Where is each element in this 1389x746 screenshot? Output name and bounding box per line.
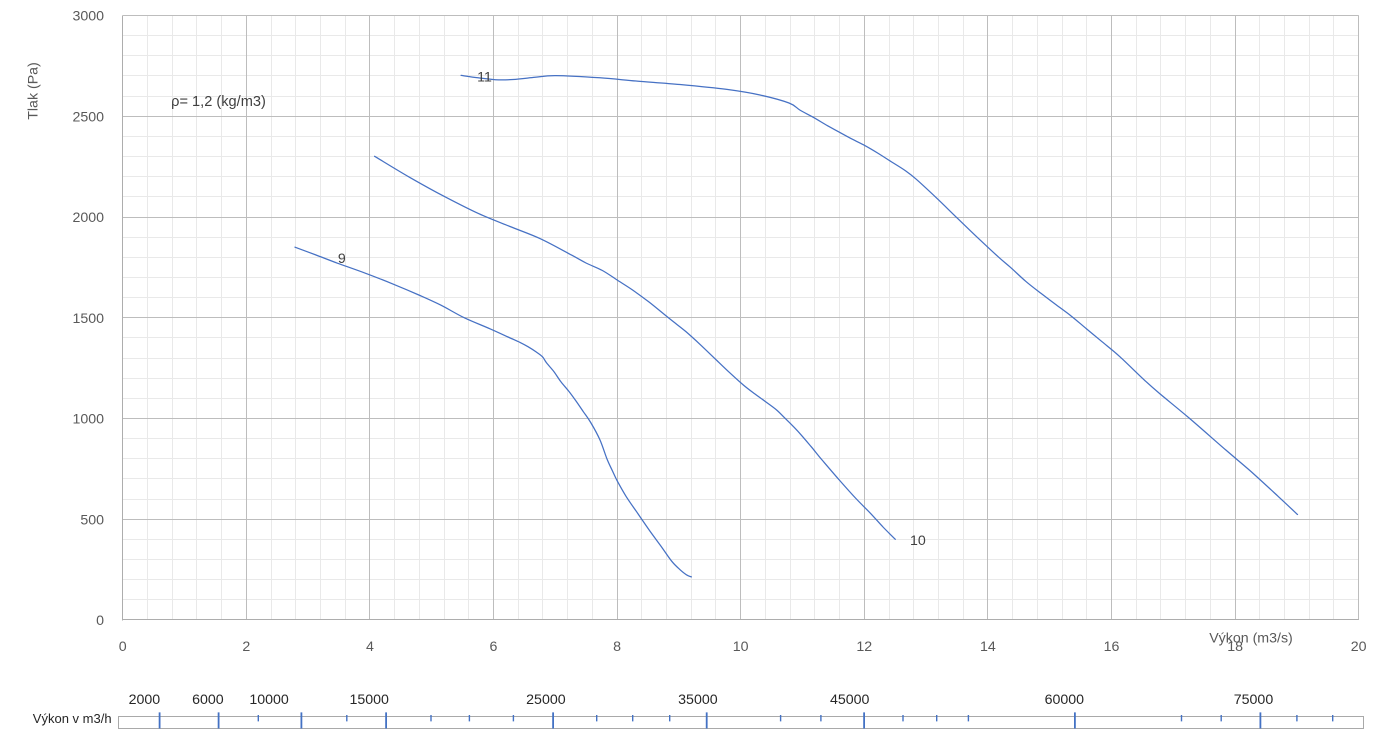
svg-text:20: 20 — [1351, 639, 1367, 655]
svg-text:3000: 3000 — [72, 9, 104, 25]
svg-text:8: 8 — [613, 639, 621, 655]
svg-text:0: 0 — [96, 613, 104, 629]
svg-text:18: 18 — [1227, 639, 1243, 655]
svg-text:15000: 15000 — [349, 692, 389, 708]
svg-text:1000: 1000 — [72, 412, 104, 428]
svg-text:35000: 35000 — [678, 692, 718, 708]
svg-text:10: 10 — [910, 533, 926, 549]
svg-text:500: 500 — [80, 512, 104, 528]
svg-text:2000: 2000 — [129, 692, 161, 708]
svg-text:9: 9 — [338, 251, 346, 267]
svg-text:11: 11 — [477, 69, 492, 85]
svg-text:75000: 75000 — [1234, 692, 1274, 708]
svg-text:12: 12 — [856, 639, 872, 655]
svg-text:6000: 6000 — [192, 692, 224, 708]
svg-text:10: 10 — [733, 639, 749, 655]
svg-text:Výkon v m3/h: Výkon v m3/h — [33, 711, 112, 726]
svg-text:6: 6 — [490, 639, 498, 655]
svg-text:2500: 2500 — [72, 109, 104, 125]
svg-text:2: 2 — [242, 639, 250, 655]
svg-text:1500: 1500 — [72, 311, 104, 327]
svg-text:4: 4 — [366, 639, 374, 655]
svg-text:Tlak (Pa): Tlak (Pa) — [26, 62, 42, 120]
svg-text:14: 14 — [980, 639, 996, 655]
svg-text:0: 0 — [119, 639, 127, 655]
svg-text:16: 16 — [1104, 639, 1120, 655]
svg-text:60000: 60000 — [1045, 692, 1085, 708]
svg-text:Výkon (m3/s): Výkon (m3/s) — [1209, 631, 1293, 647]
svg-text:ρ= 1,2 (kg/m3): ρ= 1,2 (kg/m3) — [171, 94, 266, 110]
svg-text:45000: 45000 — [830, 692, 870, 708]
svg-text:25000: 25000 — [526, 692, 566, 708]
svg-text:10000: 10000 — [249, 692, 289, 708]
svg-text:2000: 2000 — [72, 210, 104, 226]
